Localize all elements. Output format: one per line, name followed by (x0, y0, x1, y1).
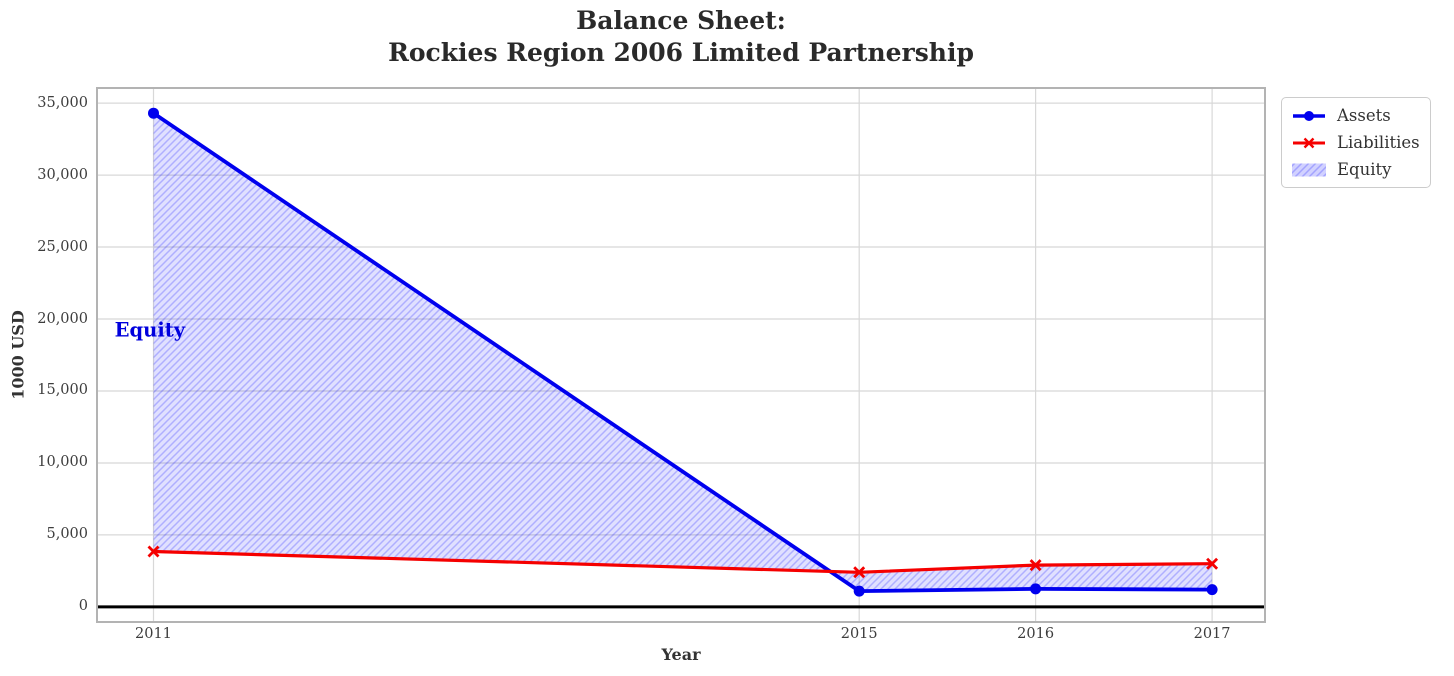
legend-label-liabilities: Liabilities (1337, 133, 1420, 152)
equity-annotation: Equity (114, 317, 186, 341)
chart-title-line-1: Balance Sheet: (576, 6, 786, 35)
assets-line (151, 111, 1214, 594)
assets-line-marker-icon (1293, 110, 1325, 121)
chart-title: Balance Sheet: Rockies Region 2006 Limit… (97, 5, 1265, 69)
legend: Assets Liabilities Equity (1281, 97, 1431, 188)
y-tick-label: 25,000 (37, 238, 88, 255)
y-tick-label: 20,000 (37, 310, 88, 327)
legend-label-equity: Equity (1337, 160, 1392, 179)
liabilities-marker (1029, 559, 1042, 572)
chart-title-line-2: Rockies Region 2006 Limited Partnership (388, 38, 974, 67)
assets-marker (853, 585, 865, 597)
liabilities-marker (853, 566, 866, 579)
plot-border (96, 87, 1266, 623)
legend-label-assets: Assets (1337, 106, 1391, 125)
x-tick-label: 2017 (1193, 626, 1231, 642)
y-tick-label: 35,000 (37, 94, 88, 111)
x-tick-label: 2016 (1017, 626, 1055, 642)
y-tick-label: 0 (78, 598, 88, 615)
legend-item-equity: Equity (1290, 156, 1420, 183)
assets-marker (148, 107, 159, 119)
legend-item-assets: Assets (1290, 102, 1420, 129)
liabilities-line (151, 549, 1214, 574)
liabilities-line-marker-icon (1293, 137, 1325, 148)
liabilities-marker (1206, 557, 1219, 570)
equity-hatch-patch-icon (1292, 163, 1326, 176)
assets-marker (1030, 583, 1042, 595)
legend-item-liabilities: Liabilities (1290, 129, 1420, 156)
y-tick-label: 5,000 (46, 526, 88, 543)
y-tick-label: 10,000 (37, 454, 88, 471)
y-tick-label: 30,000 (37, 166, 88, 183)
y-tick-label: 15,000 (37, 382, 88, 399)
x-tick-label: 2011 (135, 626, 172, 642)
equity-fill-hatch (153, 113, 1213, 592)
liabilities-marker (147, 545, 160, 558)
x-axis-label: Year (661, 645, 701, 664)
x-tick-label: 2015 (840, 626, 878, 642)
assets-marker (1206, 584, 1218, 596)
